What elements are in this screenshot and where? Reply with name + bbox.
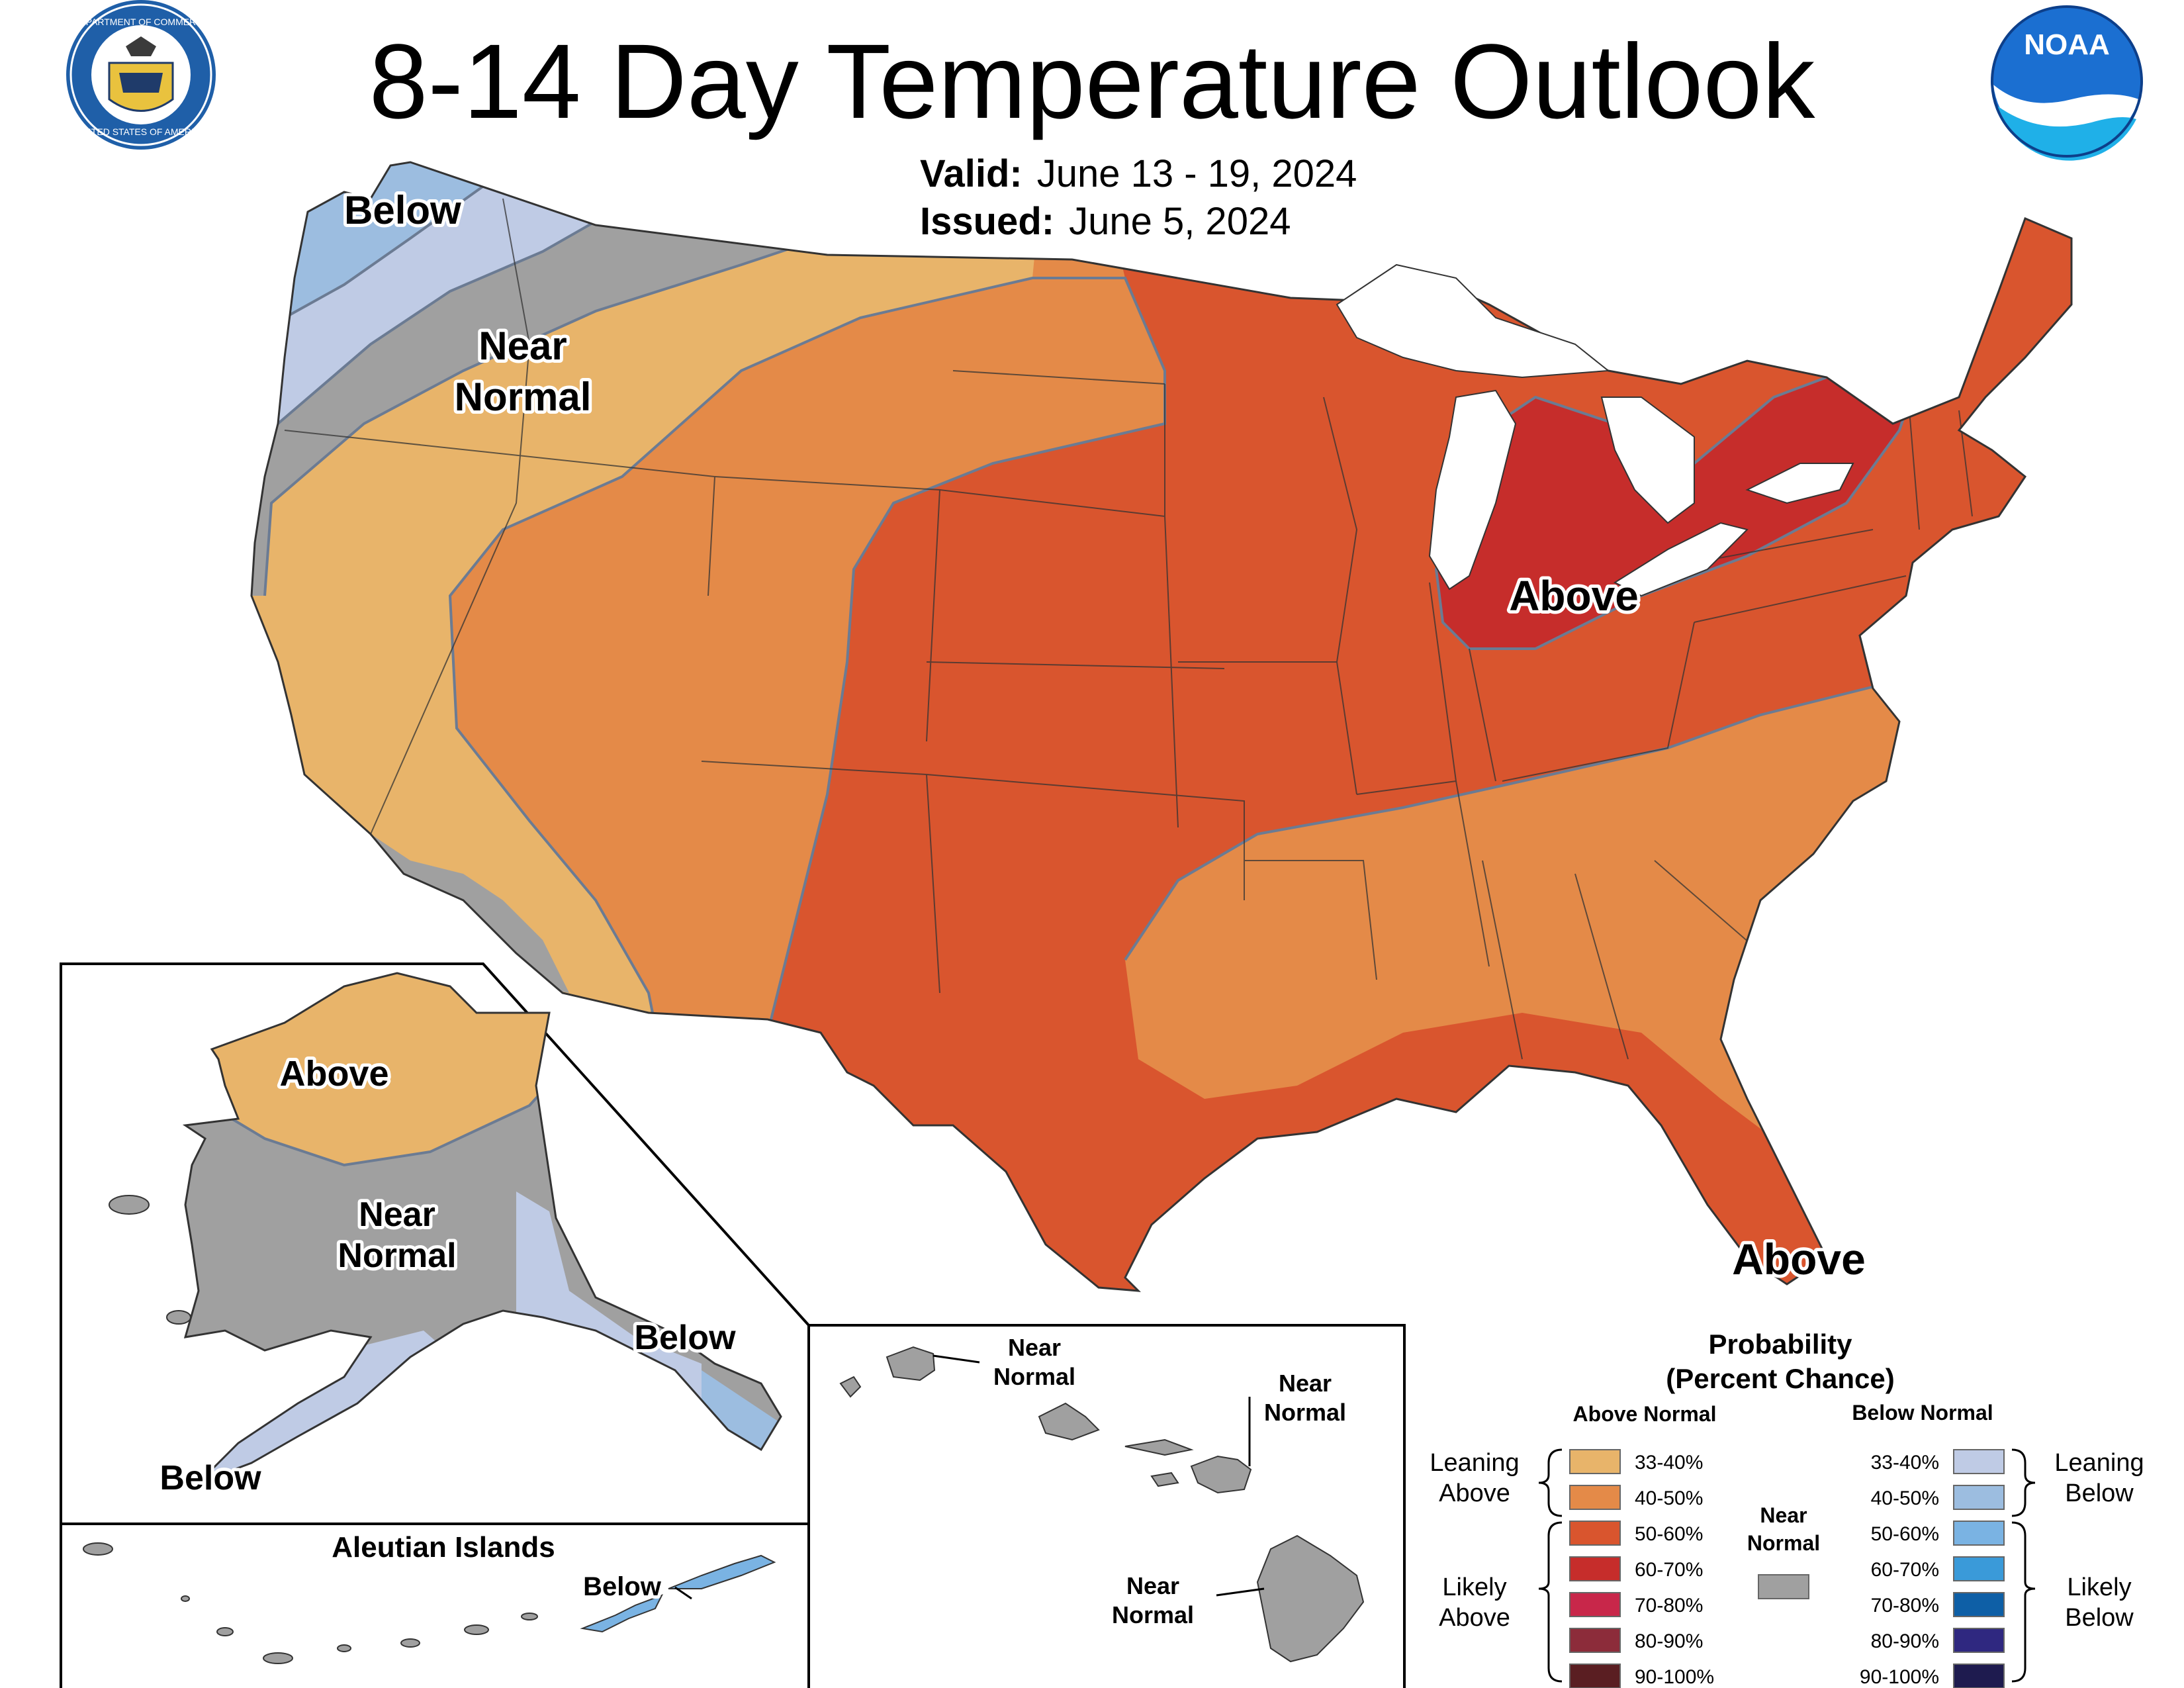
valid-label: Valid: (920, 152, 1023, 195)
legend-near-normal-1: Near (1760, 1503, 1807, 1527)
legend-below-header: Below Normal (1852, 1401, 1993, 1425)
label-below-northwest: Below (344, 188, 461, 232)
maui-island (1190, 1455, 1252, 1494)
issued-date-line: Issued: June 5, 2024 (920, 199, 1291, 245)
legend-near-normal-2: Normal (1747, 1531, 1820, 1555)
noaa-logo: NOAA (1991, 5, 2143, 161)
legend-above-swatch-2 (1569, 1485, 1621, 1510)
legend-below-swatch-4 (1953, 1556, 2005, 1581)
legend-leaning-above-1: Leaning (1430, 1449, 1519, 1477)
legend-likely-below-2: Below (2065, 1604, 2134, 1632)
aleutian-label-below: Below (583, 1572, 662, 1601)
ak-label-above: Above (279, 1054, 388, 1094)
legend-below-swatch-label-7: 90-100% (1860, 1666, 1939, 1688)
legend-below-swatch-5 (1953, 1592, 2005, 1617)
legend-below-swatch-3 (1953, 1521, 2005, 1546)
hi-maui-label-1: Near (1279, 1370, 1332, 1397)
noaa-logo-text: NOAA (2024, 28, 2110, 61)
label-above-florida: Above (1732, 1235, 1866, 1284)
hi-maui-label-2: Normal (1264, 1399, 1346, 1426)
hi-big-island-label-2: Normal (1112, 1601, 1194, 1628)
label-above-great-lakes: Above (1509, 572, 1639, 620)
legend-below-swatch-1 (1953, 1449, 2005, 1474)
great-lakes (1336, 263, 1854, 597)
legend-above-swatch-label-6: 80-90% (1635, 1630, 1703, 1652)
molokai-island (1124, 1438, 1194, 1456)
valid-value: June 13 - 19, 2024 (1036, 152, 1357, 195)
legend: Probability (Percent Chance) Above Norma… (1430, 1329, 2144, 1688)
legend-likely-below-1: Likely (2067, 1573, 2131, 1601)
state-boundaries (284, 198, 1973, 1060)
ak-label-near-normal-1: Near (359, 1196, 435, 1234)
label-near-normal-west-1: Near (478, 324, 567, 368)
hawaii-inset (807, 1324, 1406, 1688)
niihau-island (839, 1376, 862, 1398)
legend-above-swatch-label-2: 40-50% (1635, 1487, 1703, 1509)
valid-date-line: Valid: June 13 - 19, 2024 (920, 151, 1357, 197)
legend-above-swatch-label-1: 33-40% (1635, 1452, 1703, 1474)
legend-above-swatch-label-7: 90-100% (1635, 1666, 1714, 1688)
legend-below-swatch-2 (1953, 1485, 2005, 1510)
legend-below-swatches: 33-40% 40-50% 50-60% 60-70% 70-80% 80-90% 90-1… (1860, 1449, 2005, 1688)
legend-likely-above-2: Above (1439, 1604, 1510, 1632)
legend-below-swatch-6 (1953, 1628, 2005, 1653)
issued-value: June 5, 2024 (1069, 200, 1291, 243)
legend-above-header: Above Normal (1573, 1402, 1717, 1426)
legend-above-swatch-6 (1569, 1628, 1621, 1653)
big-island (1256, 1534, 1365, 1663)
legend-above-swatch-1 (1569, 1449, 1621, 1474)
legend-below-swatch-label-6: 80-90% (1871, 1630, 1939, 1652)
ak-label-near-normal-2: Normal (338, 1237, 456, 1275)
legend-leaning-below-2: Below (2065, 1479, 2134, 1507)
legend-near-normal-swatch (1758, 1574, 1809, 1599)
hi-kauai-label-2: Normal (993, 1363, 1075, 1390)
commerce-seal-logo: DEPARTMENT OF COMMERCE UNITED STATES OF … (66, 0, 216, 150)
map-title: 8-14 Day Temperature Outlook (369, 22, 1815, 140)
label-near-normal-west-2: Normal (455, 375, 592, 419)
legend-leaning-above-2: Above (1439, 1479, 1510, 1507)
legend-above-swatch-label-5: 70-80% (1635, 1595, 1703, 1617)
aleutian-title: Aleutian Islands (332, 1531, 555, 1564)
legend-above-swatch-label-4: 60-70% (1635, 1559, 1703, 1581)
aleutian-inset (60, 1523, 810, 1688)
hi-kauai-label-1: Near (1008, 1334, 1061, 1361)
hi-big-island-label-1: Near (1126, 1572, 1179, 1599)
legend-below-swatch-7 (1953, 1664, 2005, 1688)
seal-text-top: DEPARTMENT OF COMMERCE (73, 17, 208, 27)
legend-likely-above-1: Likely (1442, 1573, 1506, 1601)
legend-above-swatch-3 (1569, 1521, 1621, 1546)
issued-label: Issued: (920, 200, 1055, 243)
ak-label-below-southwest: Below (159, 1459, 261, 1497)
ak-label-below-southeast: Below (634, 1319, 736, 1357)
legend-below-swatch-label-4: 60-70% (1871, 1559, 1939, 1581)
legend-title-2: (Percent Chance) (1666, 1363, 1894, 1394)
legend-leaning-below-1: Leaning (2054, 1449, 2144, 1477)
legend-above-swatch-label-3: 50-60% (1635, 1523, 1703, 1545)
oahu-island (1038, 1402, 1100, 1441)
zone-above-40-50-southeast (1125, 675, 1919, 1165)
kauai-island (886, 1346, 936, 1382)
legend-below-swatch-label-3: 50-60% (1871, 1523, 1939, 1545)
legend-below-swatch-label-2: 40-50% (1871, 1487, 1939, 1509)
legend-above-swatch-7 (1569, 1664, 1621, 1688)
legend-below-swatch-label-1: 33-40% (1871, 1452, 1939, 1474)
legend-below-swatch-label-5: 70-80% (1871, 1595, 1939, 1617)
legend-above-swatch-5 (1569, 1592, 1621, 1617)
legend-above-swatches: 33-40% 40-50% 50-60% 60-70% 70-80% 80-90% 90-1… (1569, 1449, 1714, 1688)
legend-above-swatch-4 (1569, 1556, 1621, 1581)
legend-title-1: Probability (1708, 1329, 1852, 1360)
seal-text-bottom: UNITED STATES OF AMERICA (75, 126, 207, 137)
lanai-island (1150, 1472, 1179, 1487)
